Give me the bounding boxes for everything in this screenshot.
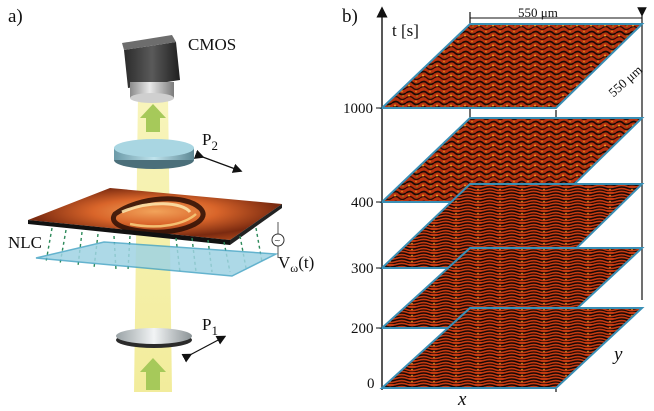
light-direction-arrows (140, 104, 166, 390)
panel-b: b) t [s] 1000 400 300 (342, 5, 647, 410)
slab-0 (379, 307, 645, 389)
polarizer-p2-axis (193, 149, 243, 173)
tick-200: 200 (351, 321, 374, 337)
polarizer-p1 (116, 328, 192, 348)
width-label: 550 μm (518, 5, 558, 20)
depth-label: 550 μm (605, 62, 645, 100)
time-axis-label: t [s] (392, 21, 419, 40)
voltage-label: Vω(t) (278, 253, 314, 275)
ac-source-glyph: ~ (274, 236, 281, 245)
polarizer-p2-label: P2 (202, 130, 218, 153)
panel-a-label: a) (8, 6, 23, 27)
nlc-top-plate (28, 188, 282, 245)
polarizer-p2 (114, 139, 194, 169)
time-ticks: 1000 400 300 200 0 (343, 101, 382, 392)
ac-source-icon (271, 233, 285, 247)
light-beam (134, 95, 172, 392)
tick-300: 300 (351, 261, 374, 277)
panel-b-label: b) (342, 6, 358, 27)
cmos-label: CMOS (188, 35, 236, 54)
nlc-bottom-plate (35, 241, 279, 277)
tick-400: 400 (351, 195, 374, 211)
polarizer-p1-axis (181, 335, 227, 363)
nlc-label: NLC (8, 233, 42, 252)
slab-1000 (379, 23, 645, 109)
tick-0: 0 (367, 376, 375, 392)
x-axis-label: x (457, 389, 467, 410)
polarizer-p1-label: P1 (202, 315, 218, 338)
cmos-camera-icon (122, 35, 180, 103)
panel-a: a) CMOS P2 (8, 6, 314, 392)
y-axis-label: y (612, 344, 623, 365)
tick-1000: 1000 (343, 101, 373, 117)
